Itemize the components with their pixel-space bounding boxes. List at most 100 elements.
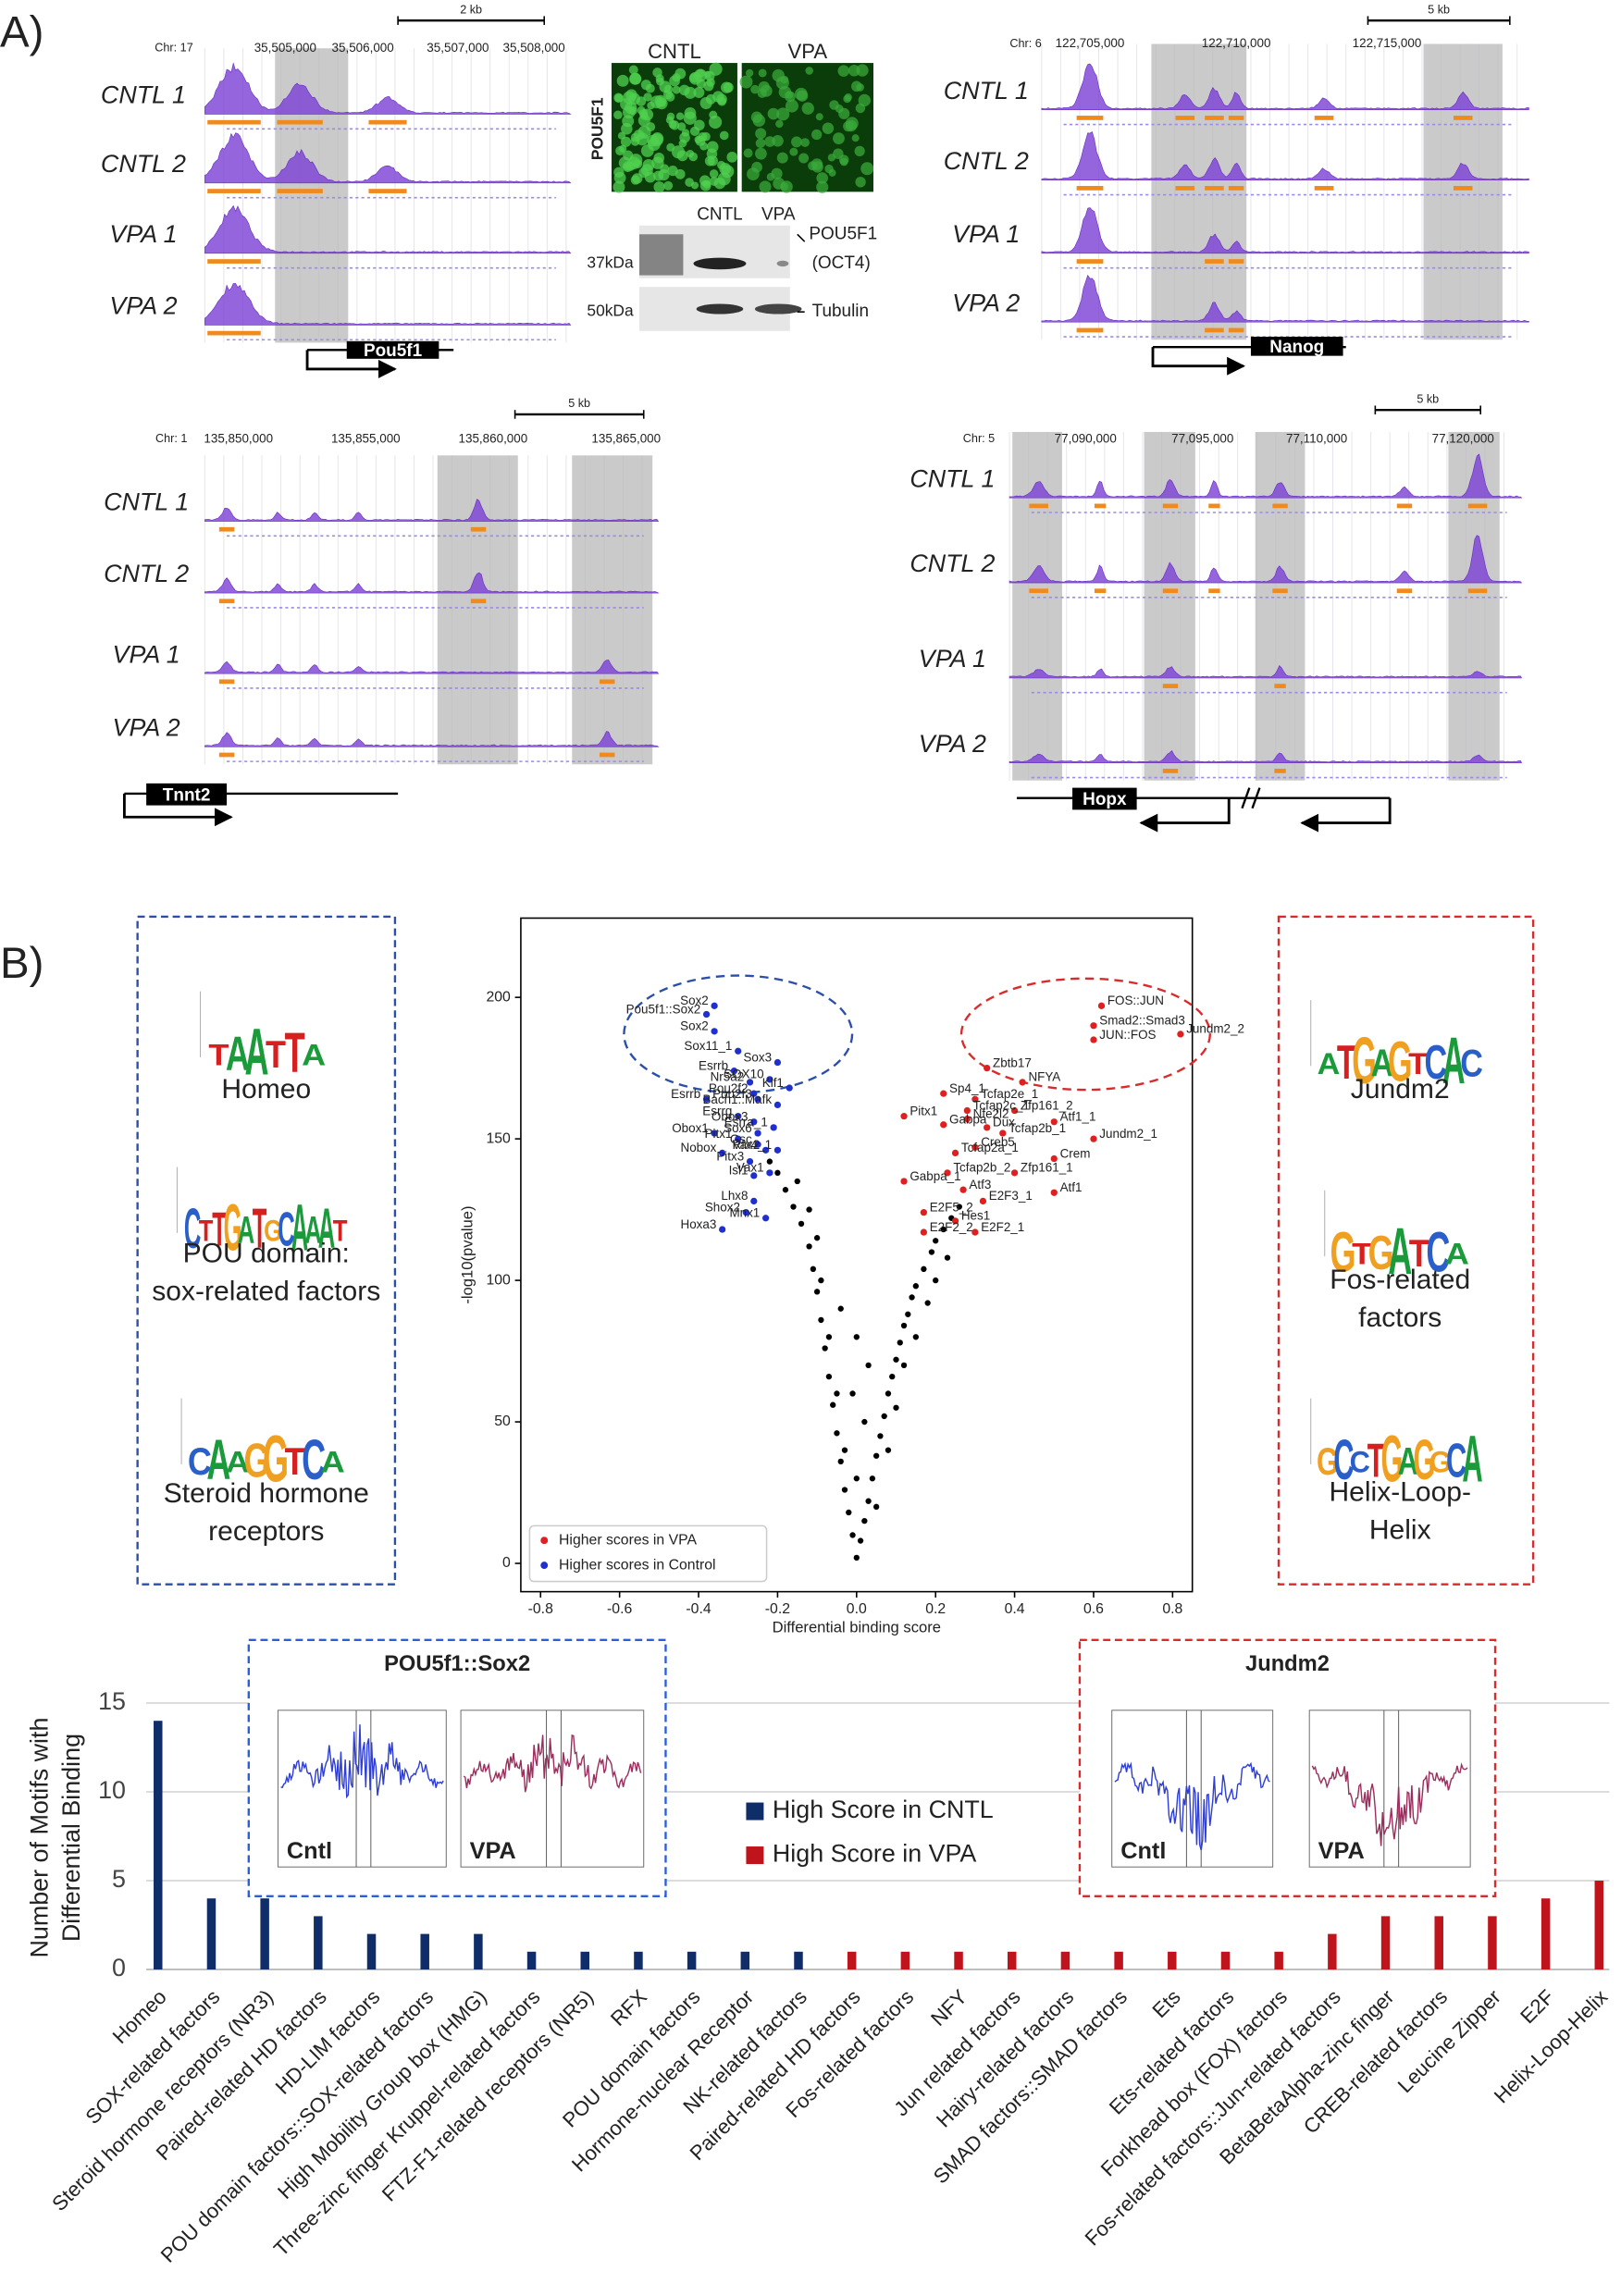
point [735, 1113, 742, 1120]
point [1090, 1022, 1097, 1030]
motif-label: Helix [1369, 1515, 1431, 1546]
point [773, 1058, 782, 1067]
signal-track [1008, 750, 1522, 764]
x-tick-label: -0.8 [528, 1601, 553, 1617]
peak-call [368, 189, 407, 193]
point [853, 1475, 860, 1482]
if-cell [739, 75, 753, 89]
peak-call [207, 189, 261, 193]
signal-track [1041, 207, 1529, 254]
peak-call [1076, 116, 1104, 120]
if-cell [693, 87, 705, 98]
sample-label: CNTL 1 [944, 77, 1029, 105]
x-tick-label: -0.4 [686, 1601, 711, 1617]
peak-call [599, 752, 615, 758]
bar [954, 1951, 963, 1970]
coordinate-label: 35,507,000 [427, 41, 489, 55]
logo-letter: G [1413, 1429, 1435, 1492]
point [841, 1487, 848, 1493]
bar [1060, 1951, 1070, 1970]
point-label: Lhx8 [721, 1189, 748, 1203]
if-condition: VPA [788, 40, 828, 63]
point-label: Nobox [681, 1141, 717, 1154]
if-cell [669, 120, 680, 130]
y-tick-label: 10 [98, 1776, 126, 1804]
peak-call [1205, 116, 1224, 120]
if-condition: CNTL [648, 40, 701, 63]
x-tick-label: -0.6 [607, 1601, 632, 1617]
point-label: Vax1 [736, 1161, 764, 1175]
peak-call [1076, 186, 1104, 191]
if-cell [750, 84, 760, 94]
coordinate-label: 122,715,000 [1353, 36, 1422, 50]
point [933, 1238, 939, 1244]
mini-plot-frame [277, 1710, 447, 1868]
point-label: Sox11_1 [684, 1039, 732, 1053]
if-cell [776, 107, 790, 121]
if-cell [848, 64, 860, 77]
point [798, 1220, 805, 1228]
point [837, 1305, 844, 1312]
point [746, 1079, 754, 1086]
x-tick-label: Ets [1148, 1985, 1185, 2022]
point-label: Vax2 [733, 1138, 761, 1152]
point [853, 1334, 860, 1340]
point-label: FOS::JUN [1107, 994, 1164, 1007]
x-tick-label: 0.2 [925, 1601, 946, 1617]
peak-call [1228, 116, 1244, 120]
logo-letter: A [1388, 1215, 1412, 1288]
point-label: Atf3 [969, 1178, 991, 1191]
blot-marker: 50kDa [587, 302, 634, 320]
if-cell [816, 180, 829, 193]
if-cell [837, 65, 850, 77]
legend-swatch [746, 1802, 764, 1821]
if-cell [633, 130, 645, 141]
point [730, 1068, 738, 1075]
if-cell [796, 90, 809, 102]
peak-call [1274, 684, 1286, 688]
point [786, 1084, 793, 1092]
motif-label: Steroid hormone [164, 1478, 369, 1509]
point [841, 1447, 848, 1453]
if-cell [628, 93, 641, 105]
if-cell [629, 154, 643, 167]
peak-call [1162, 684, 1179, 688]
if-cell [811, 161, 823, 173]
logo-letter: C [188, 1441, 212, 1484]
logo-letter: A [302, 1039, 326, 1072]
logo-letter: G [1381, 1422, 1404, 1496]
x-tick-label: 0.4 [1005, 1601, 1025, 1617]
point-label: Pitx1 [705, 1127, 733, 1141]
chromosome-label: Chr: 1 [155, 432, 187, 445]
motif-label: Helix-Loop- [1329, 1476, 1471, 1507]
y-tick-label: 100 [486, 1272, 511, 1288]
sample-label: VPA 2 [952, 289, 1020, 316]
bar [314, 1916, 323, 1970]
x-tick-label: RFX [606, 1985, 651, 2031]
motif-box [136, 915, 397, 1586]
peak-call [1175, 186, 1195, 191]
bar [420, 1933, 429, 1970]
logo-letter: T [212, 1203, 227, 1256]
point [865, 1362, 872, 1369]
if-cell [658, 168, 670, 181]
coordinate-label: 122,710,000 [1202, 36, 1271, 50]
bar [366, 1933, 377, 1970]
panel-label: A) [0, 8, 43, 57]
if-cell [653, 152, 665, 164]
if-cell [613, 93, 624, 103]
point [893, 1356, 899, 1363]
peak-call [207, 259, 261, 264]
if-cell [709, 110, 718, 119]
signal-line [1114, 1761, 1270, 1851]
legend-marker [540, 1562, 549, 1570]
logo-letter: C [1460, 1042, 1483, 1085]
panel-label: B) [0, 939, 43, 988]
peak-call [1205, 259, 1224, 264]
peak-call [1029, 588, 1048, 594]
tss-arrow [1139, 797, 1231, 833]
coordinate-label: 135,860,000 [459, 431, 528, 445]
point [912, 1334, 920, 1340]
motif-label: sox-related factors [152, 1277, 380, 1307]
point-label: Esrrg [702, 1104, 732, 1117]
